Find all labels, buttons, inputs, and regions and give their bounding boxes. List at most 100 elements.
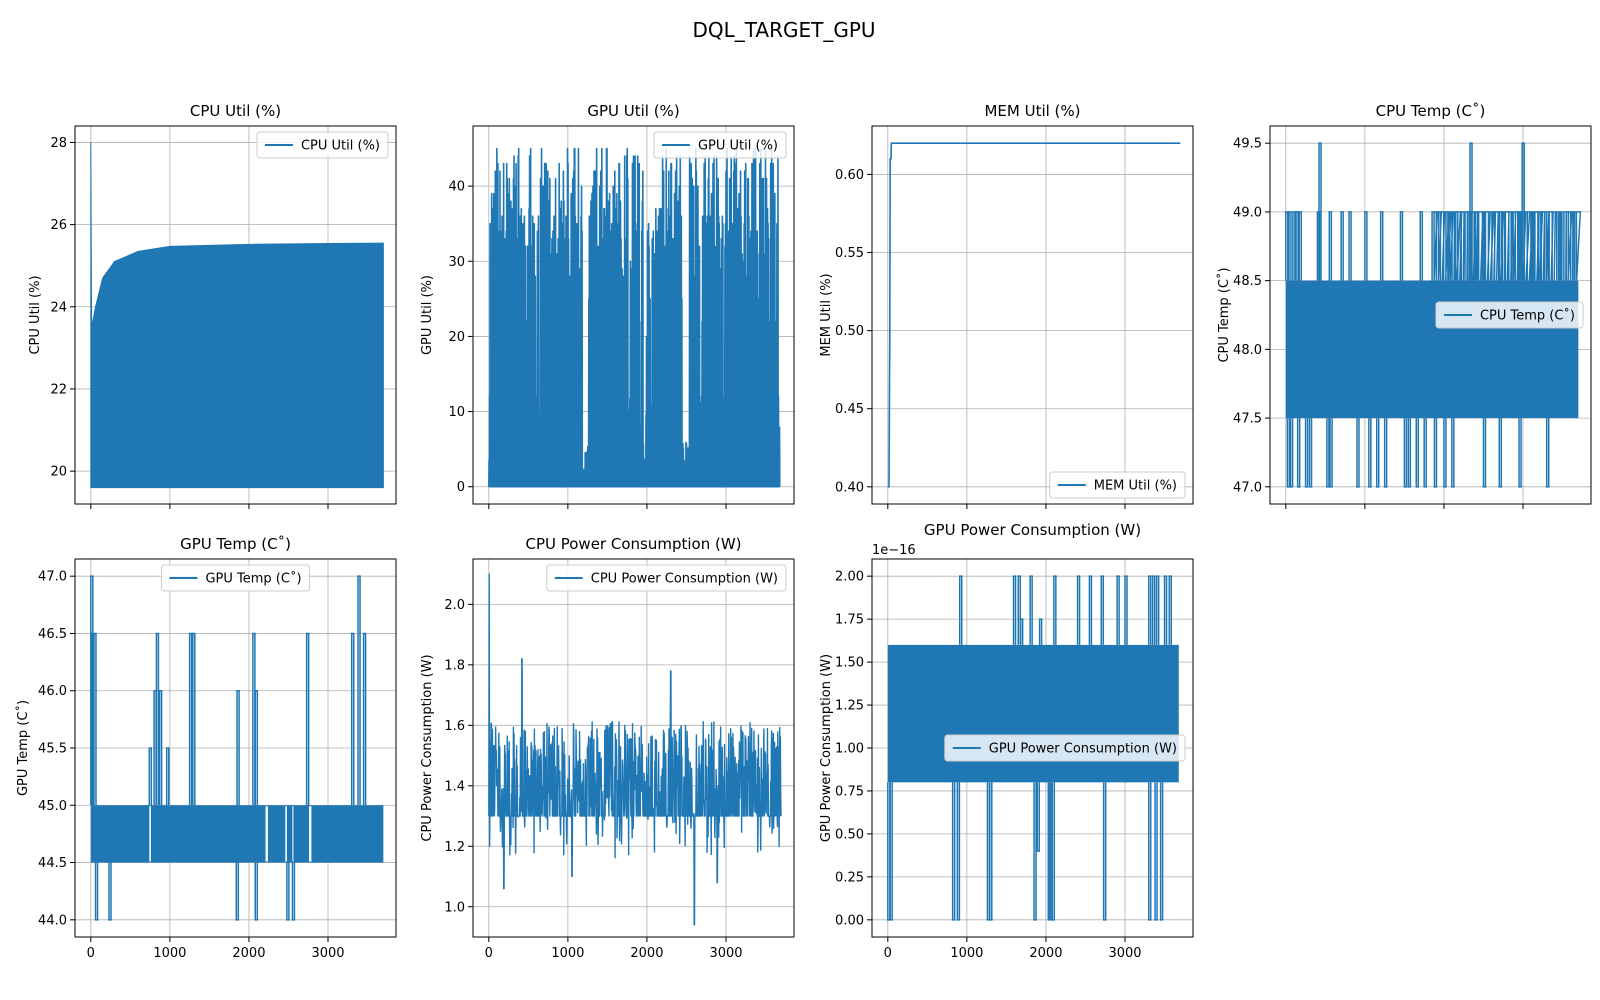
series-layer: [488, 573, 782, 926]
y-tick-label: 10: [448, 405, 465, 420]
x-tick-label: 3000: [1108, 946, 1141, 961]
legend-box: [1049, 471, 1186, 499]
y-tick-label: 49.5: [1233, 137, 1262, 152]
figure-title: DQL_TARGET_GPU: [692, 18, 875, 42]
x-tick-label: 2000: [630, 946, 663, 961]
legend: CPU Temp (C˚): [1435, 301, 1584, 329]
ticks: 47.0 47.5 48.0 48.5 49.0 49.5: [1233, 137, 1524, 509]
y-tick-label: 0: [457, 480, 465, 495]
axes-frame: [472, 125, 795, 505]
series-layer: [90, 575, 384, 921]
y-tick-label: 1.0: [444, 900, 465, 915]
legend-label: CPU Util (%): [301, 139, 380, 154]
y-tick-label: 0.50: [835, 827, 864, 842]
y-tick-label: 49.0: [1233, 205, 1262, 220]
y-axis-label: GPU Util (%): [420, 275, 435, 355]
y-axis-label: GPU Power Consumption (W): [819, 654, 834, 842]
panel-title: GPU Power Consumption (W): [924, 521, 1141, 539]
panel-title: GPU Temp (C˚): [180, 535, 291, 553]
legend-label: CPU Temp (C˚): [1480, 308, 1575, 324]
panel-title: MEM Util (%): [984, 102, 1080, 120]
legend-box: [160, 564, 311, 592]
ticks: 0 10 20 30 40: [448, 180, 727, 509]
y-tick-label: 40: [448, 180, 465, 195]
y-tick-label: 47.5: [1233, 412, 1262, 427]
series-band-cpu-util: [90, 142, 384, 489]
axes-frame: [74, 125, 397, 505]
y-tick-label: 2.00: [835, 570, 864, 585]
series-gap: [309, 806, 312, 862]
legend-box: [546, 564, 787, 592]
y-tick-label: 48.5: [1233, 274, 1262, 289]
panel-2: 0 10 20 30 40 GPU Util (%) GPU Util (%) GPU Uti…: [420, 102, 795, 509]
y-tick-label: 22: [50, 382, 67, 397]
grid: [75, 559, 396, 937]
legend: GPU Temp (C˚): [160, 564, 311, 592]
panel-3: 0.40 0.45 0.50 0.55 0.60 MEM Util (%) MEM Util…: [819, 102, 1194, 509]
y-tick-label: 1.00: [835, 742, 864, 757]
panels: 20 22 24 26 28 CPU Util (%) CPU Util (%) CPU Ut…: [15, 102, 1592, 961]
legend-box: [256, 131, 389, 159]
series-layer: [488, 147, 781, 488]
y-tick-label: 1.50: [835, 656, 864, 671]
y-tick-label: 46.5: [38, 627, 67, 642]
ticks: 0 1000 2000 3000 0.00 0.25 0.50 0.75 1.00 1.25 1.5…: [835, 570, 1142, 961]
y-tick-label: 48.0: [1233, 343, 1262, 358]
y-tick-label: 1.2: [444, 840, 465, 855]
series-line-mem-util: [887, 142, 1181, 488]
legend: MEM Util (%): [1049, 471, 1186, 499]
panel-title: GPU Util (%): [587, 102, 679, 120]
series-band: [1285, 280, 1579, 419]
legend: CPU Power Consumption (W): [546, 564, 787, 592]
series-line-gpu-util: [488, 147, 781, 488]
y-tick-label: 20: [50, 465, 67, 480]
axes-frame: [1269, 125, 1592, 505]
y-tick-label: 28: [50, 136, 67, 151]
series-line-cpu-power: [488, 573, 782, 926]
legend: GPU Util (%): [653, 131, 787, 159]
x-tick-label: 3000: [311, 946, 344, 961]
legend: CPU Util (%): [256, 131, 389, 159]
y-tick-label: 1.25: [835, 699, 864, 714]
series-layer: [887, 142, 1181, 488]
y-tick-label: 0.75: [835, 784, 864, 799]
y-tick-label: 44.0: [38, 913, 67, 928]
legend: GPU Power Consumption (W): [944, 734, 1186, 762]
x-tick-label: 1000: [551, 946, 584, 961]
y-tick-label: 0.00: [835, 913, 864, 928]
y-tick-label: 20: [448, 330, 465, 345]
series-spikes: [887, 575, 1173, 921]
panel-4: 47.0 47.5 48.0 48.5 49.0 49.5 CPU Temp (C˚) CPU…: [1216, 102, 1592, 509]
y-tick-label: 44.5: [38, 856, 67, 871]
y-tick-label: 0.60: [835, 168, 864, 183]
ticks: 20 22 24 26 28: [50, 136, 329, 509]
legend-label: GPU Util (%): [698, 139, 778, 154]
series-spikes: [1285, 142, 1582, 488]
y-tick-label: 30: [448, 255, 465, 270]
legend-box: [944, 734, 1186, 762]
panel-7: 0 1000 2000 3000 0.00 0.25 0.50 0.75 1.00 1.25 1.5…: [819, 521, 1194, 961]
series-gap: [285, 806, 287, 862]
y-tick-label: 0.50: [835, 324, 864, 339]
y-axis-label: CPU Util (%): [28, 275, 43, 354]
legend-box: [653, 131, 787, 159]
x-tick-label: 0: [87, 946, 95, 961]
y-tick-label: 0.45: [835, 402, 864, 417]
x-tick-label: 2000: [1029, 946, 1062, 961]
y-tick-label: 0.40: [835, 480, 864, 495]
y-tick-label: 1.8: [444, 658, 465, 673]
y-axis-label: MEM Util (%): [819, 273, 834, 356]
y-tick-label: 2.0: [444, 598, 465, 613]
x-tick-label: 2000: [232, 946, 265, 961]
series-spikes: [90, 575, 367, 921]
panel-1: 20 22 24 26 28 CPU Util (%) CPU Util (%) CPU Ut…: [28, 102, 397, 509]
legend-label: GPU Temp (C˚): [205, 571, 301, 587]
x-tick-label: 1000: [153, 946, 186, 961]
series-gap: [292, 806, 294, 862]
y-axis-label: GPU Temp (C˚): [15, 700, 31, 796]
y-axis-label: CPU Power Consumption (W): [420, 654, 435, 841]
x-tick-label: 1000: [950, 946, 983, 961]
legend-label: MEM Util (%): [1094, 479, 1177, 494]
